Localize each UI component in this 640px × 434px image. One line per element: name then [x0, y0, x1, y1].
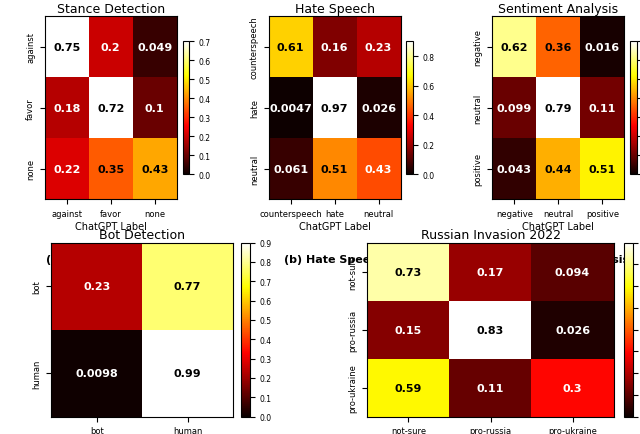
Text: 0.99: 0.99: [174, 368, 202, 378]
Title: Sentiment Analysis: Sentiment Analysis: [499, 3, 618, 16]
Text: 0.0047: 0.0047: [269, 104, 312, 113]
Text: 0.049: 0.049: [137, 43, 172, 53]
Title: Bot Detection: Bot Detection: [99, 229, 185, 242]
Text: 0.77: 0.77: [174, 282, 202, 291]
Text: 0.3: 0.3: [563, 383, 582, 393]
Text: 0.18: 0.18: [53, 104, 81, 113]
Text: 0.97: 0.97: [321, 104, 348, 113]
Text: 0.36: 0.36: [545, 43, 572, 53]
Text: (a) Stance Detection: (a) Stance Detection: [46, 254, 175, 264]
Text: 0.026: 0.026: [555, 325, 590, 335]
Text: 0.094: 0.094: [555, 267, 590, 277]
Text: 0.15: 0.15: [395, 325, 422, 335]
Text: 0.61: 0.61: [277, 43, 305, 53]
Text: 0.51: 0.51: [589, 164, 616, 174]
Text: 0.44: 0.44: [545, 164, 572, 174]
Text: 0.79: 0.79: [545, 104, 572, 113]
Text: 0.061: 0.061: [273, 164, 308, 174]
Text: 0.35: 0.35: [97, 164, 124, 174]
Text: 0.23: 0.23: [83, 282, 110, 291]
Text: 0.73: 0.73: [395, 267, 422, 277]
Text: 0.099: 0.099: [497, 104, 532, 113]
Title: Hate Speech: Hate Speech: [294, 3, 374, 16]
Text: 0.17: 0.17: [477, 267, 504, 277]
Text: 0.016: 0.016: [585, 43, 620, 53]
Text: 0.23: 0.23: [365, 43, 392, 53]
Title: Russian Invasion 2022: Russian Invasion 2022: [420, 229, 561, 242]
Text: 0.11: 0.11: [589, 104, 616, 113]
Text: 0.59: 0.59: [395, 383, 422, 393]
Text: (b) Hate Speech: (b) Hate Speech: [284, 254, 385, 264]
Text: 0.0098: 0.0098: [76, 368, 118, 378]
Text: 0.83: 0.83: [477, 325, 504, 335]
Text: 0.16: 0.16: [321, 43, 348, 53]
Text: 0.043: 0.043: [497, 164, 532, 174]
Text: 0.62: 0.62: [500, 43, 528, 53]
Text: (c) Sentiment Analysis: (c) Sentiment Analysis: [488, 254, 629, 264]
Text: 0.22: 0.22: [53, 164, 81, 174]
Text: 0.2: 0.2: [101, 43, 120, 53]
Text: 0.75: 0.75: [53, 43, 81, 53]
Text: 0.43: 0.43: [141, 164, 168, 174]
Title: Stance Detection: Stance Detection: [57, 3, 165, 16]
Text: 0.43: 0.43: [365, 164, 392, 174]
Text: 0.11: 0.11: [477, 383, 504, 393]
X-axis label: ChatGPT Label: ChatGPT Label: [75, 221, 147, 231]
Text: 0.51: 0.51: [321, 164, 348, 174]
Text: 0.1: 0.1: [145, 104, 164, 113]
Text: 0.026: 0.026: [361, 104, 396, 113]
X-axis label: ChatGPT Label: ChatGPT Label: [522, 221, 595, 231]
X-axis label: ChatGPT Label: ChatGPT Label: [299, 221, 371, 231]
Text: 0.72: 0.72: [97, 104, 124, 113]
